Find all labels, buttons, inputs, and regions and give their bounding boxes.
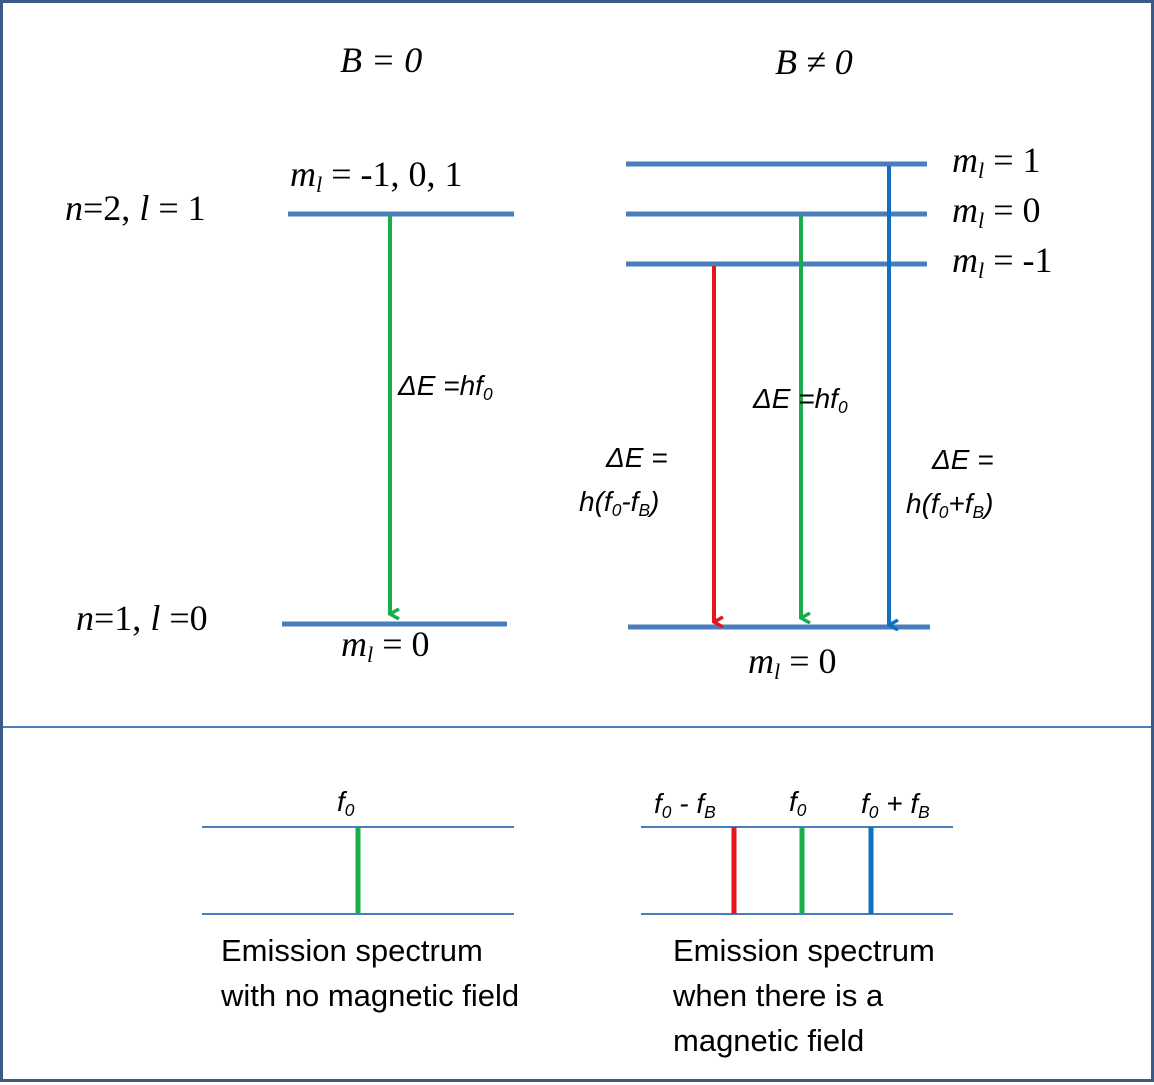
right-spectrum-lower-label: f0 - fB [654,790,716,821]
red-transition-label-line2: h(f0-fB) [579,488,659,519]
left-upper-state-label: n=2, l = 1 [65,190,206,226]
green-transition-label: ΔE =hf0 [753,385,848,416]
heading-b-nonzero: B ≠ 0 [775,44,853,80]
left-lower-ml-label: ml = 0 [341,626,430,667]
left-spectrum-caption: Emission spectrum with no magnetic field [221,928,521,1018]
red-transition-label-line1: ΔE = [606,444,668,472]
right-spectrum-upper-label: f0 + fB [861,790,930,821]
right-ml-plus1-label: ml = 1 [952,142,1041,183]
left-upper-ml-label: ml = -1, 0, 1 [290,156,463,197]
left-transition-label: ΔE =hf0 [398,372,493,403]
right-lower-ml-label: ml = 0 [748,643,837,684]
heading-b-zero: B = 0 [340,42,422,78]
right-ml-minus1-label: ml = -1 [952,242,1053,283]
left-lower-state-label: n=1, l =0 [76,600,208,636]
blue-transition-label-line1: ΔE = [932,446,994,474]
right-ml-0-label: ml = 0 [952,192,1041,233]
blue-transition-label-line2: h(f0+fB) [906,490,993,521]
left-spectrum-f0-label: f0 [337,788,354,819]
right-spectrum-caption: Emission spectrum when there is a magnet… [673,928,973,1063]
right-spectrum-f0-label: f0 [789,788,806,819]
